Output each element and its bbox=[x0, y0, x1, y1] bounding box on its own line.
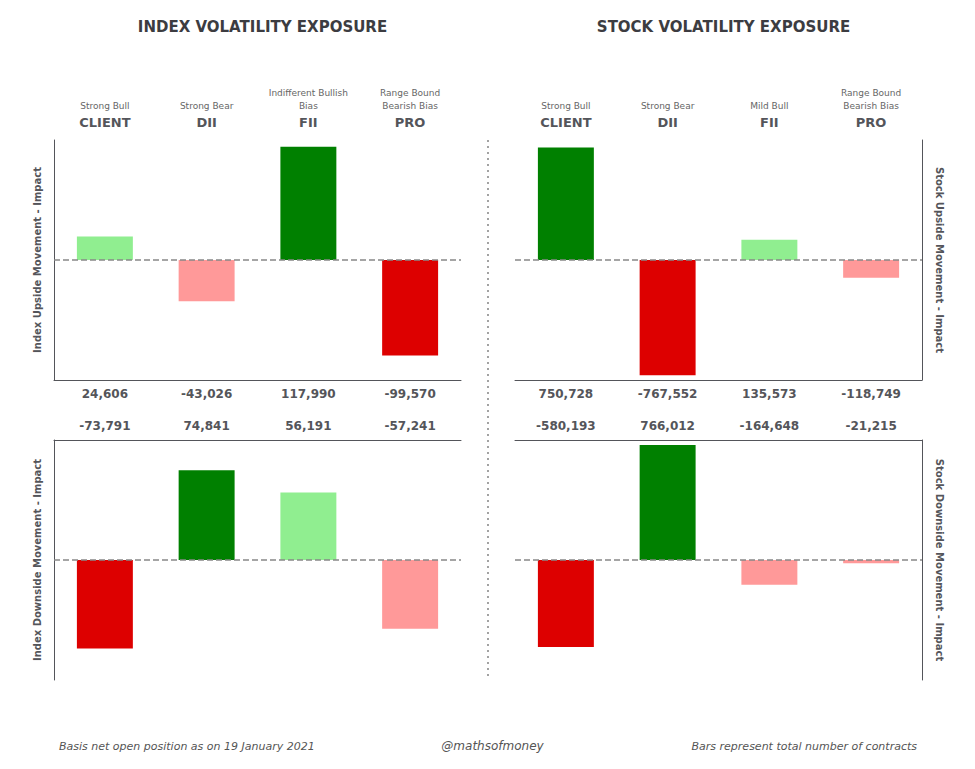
svg-text:74,841: 74,841 bbox=[183, 419, 229, 433]
svg-text:-164,648: -164,648 bbox=[740, 419, 800, 433]
svg-text:CLIENT: CLIENT bbox=[79, 115, 130, 130]
svg-text:Basis net open position as on: Basis net open position as on 19 January… bbox=[59, 740, 315, 753]
svg-text:PRO: PRO bbox=[395, 115, 426, 130]
svg-text:Stock Downside Movement - Impa: Stock Downside Movement - Impact bbox=[934, 459, 945, 662]
svg-text:135,573: 135,573 bbox=[742, 387, 797, 401]
svg-text:Strong Bear: Strong Bear bbox=[180, 101, 234, 111]
svg-text:-99,570: -99,570 bbox=[384, 387, 435, 401]
svg-text:Indifferent Bullish: Indifferent Bullish bbox=[269, 88, 348, 98]
svg-text:Bars represent total number of: Bars represent total number of contracts bbox=[692, 740, 918, 753]
svg-text:@mathsofmoney: @mathsofmoney bbox=[441, 739, 544, 753]
svg-text:-767,552: -767,552 bbox=[638, 387, 698, 401]
svg-text:Mild Bull: Mild Bull bbox=[750, 101, 788, 111]
svg-text:-73,791: -73,791 bbox=[79, 419, 130, 433]
svg-text:-118,749: -118,749 bbox=[841, 387, 901, 401]
svg-text:-57,241: -57,241 bbox=[384, 419, 435, 433]
svg-text:STOCK VOLATILITY EXPOSURE: STOCK VOLATILITY EXPOSURE bbox=[597, 18, 850, 36]
svg-text:Strong Bull: Strong Bull bbox=[541, 101, 590, 111]
svg-text:Index Downside Movement - Impa: Index Downside Movement - Impact bbox=[32, 459, 43, 661]
svg-text:-580,193: -580,193 bbox=[536, 419, 596, 433]
svg-text:117,990: 117,990 bbox=[281, 387, 336, 401]
svg-text:CLIENT: CLIENT bbox=[540, 115, 591, 130]
svg-text:-21,215: -21,215 bbox=[845, 419, 896, 433]
svg-text:FII: FII bbox=[760, 115, 779, 130]
svg-text:Strong Bear: Strong Bear bbox=[641, 101, 695, 111]
svg-text:Bias: Bias bbox=[299, 101, 318, 111]
svg-text:24,606: 24,606 bbox=[82, 387, 128, 401]
svg-text:DII: DII bbox=[657, 115, 677, 130]
svg-text:Stock Upside Movement - Impact: Stock Upside Movement - Impact bbox=[934, 167, 945, 353]
svg-text:DII: DII bbox=[196, 115, 216, 130]
svg-text:Bearish Bias: Bearish Bias bbox=[843, 101, 899, 111]
svg-text:766,012: 766,012 bbox=[640, 419, 695, 433]
svg-text:-43,026: -43,026 bbox=[181, 387, 232, 401]
svg-text:Index Upside Movement - Impact: Index Upside Movement - Impact bbox=[32, 167, 43, 353]
svg-text:Range Bound: Range Bound bbox=[841, 88, 901, 98]
svg-text:PRO: PRO bbox=[856, 115, 887, 130]
svg-text:INDEX VOLATILITY EXPOSURE: INDEX VOLATILITY EXPOSURE bbox=[138, 18, 387, 36]
svg-text:FII: FII bbox=[299, 115, 318, 130]
svg-text:Strong Bull: Strong Bull bbox=[80, 101, 129, 111]
svg-text:750,728: 750,728 bbox=[539, 387, 594, 401]
svg-text:Bearish Bias: Bearish Bias bbox=[382, 101, 438, 111]
svg-text:Range Bound: Range Bound bbox=[380, 88, 440, 98]
svg-text:56,191: 56,191 bbox=[285, 419, 331, 433]
